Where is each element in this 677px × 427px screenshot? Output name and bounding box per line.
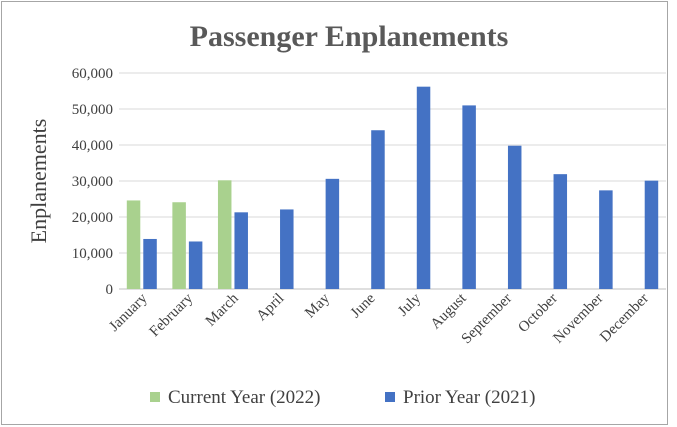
x-tick-label: April bbox=[254, 291, 288, 325]
x-tick-label: November bbox=[550, 291, 606, 347]
bars bbox=[127, 87, 658, 289]
bar-current-year-2022-january bbox=[127, 200, 140, 289]
x-tick-label: December bbox=[597, 291, 652, 346]
y-tick-label: 10,000 bbox=[72, 246, 113, 262]
y-tick-label: 60,000 bbox=[72, 66, 113, 82]
bar-prior-year-2021-december bbox=[645, 181, 659, 289]
bar-prior-year-2021-march bbox=[234, 212, 248, 289]
y-tick-label: 50,000 bbox=[72, 102, 113, 118]
legend-swatch bbox=[150, 392, 160, 402]
bar-prior-year-2021-june bbox=[371, 130, 385, 289]
legend-swatch bbox=[385, 392, 395, 402]
x-tick-label: September bbox=[459, 291, 516, 348]
bar-prior-year-2021-october bbox=[554, 174, 568, 289]
bar-current-year-2022-february bbox=[172, 202, 186, 289]
bar-prior-year-2021-january bbox=[143, 239, 157, 289]
x-tick-label: May bbox=[302, 290, 333, 321]
x-tick-label: February bbox=[147, 290, 197, 340]
x-tick-label: January bbox=[106, 290, 151, 335]
bar-prior-year-2021-may bbox=[326, 179, 340, 289]
y-tick-label: 0 bbox=[106, 282, 114, 298]
legend: Current Year (2022) Prior Year (2021) bbox=[150, 387, 535, 408]
legend-label: Prior Year (2021) bbox=[403, 387, 535, 408]
legend-label: Current Year (2022) bbox=[168, 387, 321, 408]
bar-prior-year-2021-april bbox=[280, 209, 294, 289]
bar-prior-year-2021-july bbox=[417, 87, 431, 289]
x-tick-label: July bbox=[395, 290, 424, 319]
bar-prior-year-2021-february bbox=[189, 241, 203, 289]
x-tick-label: June bbox=[348, 290, 379, 321]
x-tick-label: October bbox=[515, 291, 560, 336]
chart-title: Passenger Enplanements bbox=[190, 20, 509, 53]
bar-prior-year-2021-august bbox=[462, 105, 476, 289]
y-axis-label: Enplanements bbox=[26, 119, 51, 244]
x-tick-label: August bbox=[428, 290, 471, 333]
y-tick-label: 30,000 bbox=[72, 174, 113, 190]
y-tick-label: 40,000 bbox=[72, 138, 113, 154]
bar-prior-year-2021-september bbox=[508, 146, 522, 289]
bar-prior-year-2021-november bbox=[599, 190, 613, 289]
x-tick-label: March bbox=[203, 290, 242, 329]
bar-current-year-2022-march bbox=[218, 180, 232, 289]
y-tick-label: 20,000 bbox=[72, 210, 113, 226]
y-tick-labels: 0 10,000 20,000 30,000 40,000 50,000 60,000 bbox=[72, 66, 113, 298]
